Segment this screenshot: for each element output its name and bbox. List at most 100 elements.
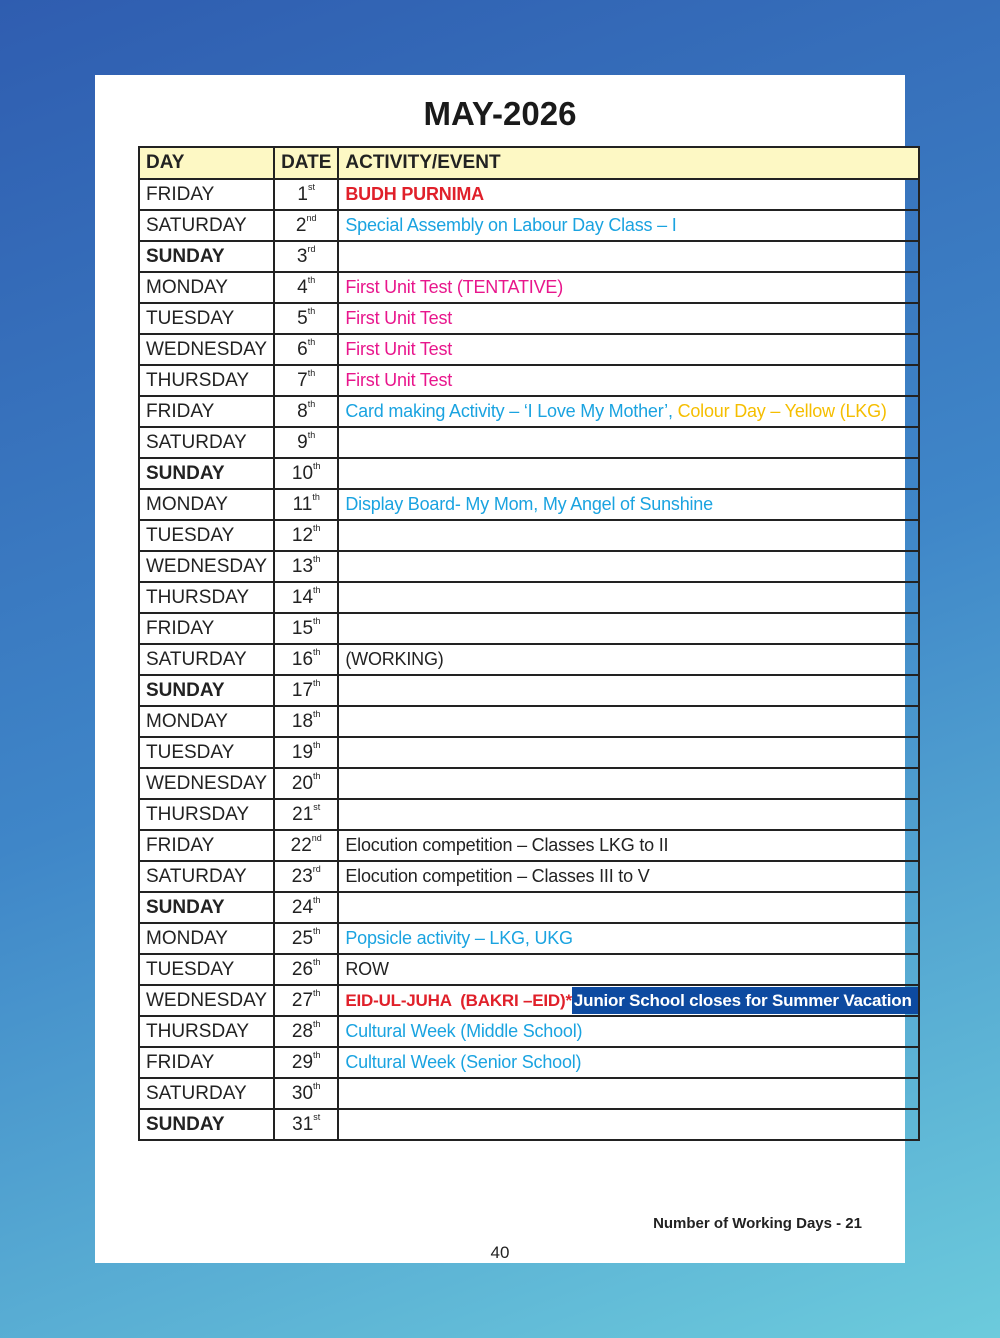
header-activity: ACTIVITY/EVENT [337,146,920,180]
date-number: 21 [292,803,314,825]
activity-cell: BUDH PURNIMA [337,178,920,211]
date-cell: 12th [273,519,340,552]
table-row: WEDNESDAY 6th First Unit Test [137,333,920,366]
day-cell: SUNDAY [137,891,276,924]
date-number: 17 [291,679,314,701]
table-row: FRIDAY 29th Cultural Week (Senior School) [137,1046,920,1079]
activity-cell: ROW [337,953,920,986]
table-row: TUESDAY 26th ROW [137,953,920,986]
activity-cell [337,736,920,769]
table-row: SUNDAY 31st [137,1108,920,1141]
activity-text: First Unit Test (TENTATIVE) [345,277,563,297]
date-cell: 15th [273,612,340,645]
day-cell: THURSDAY [137,798,276,831]
header-day: DAY [137,146,276,180]
activity-cell: First Unit Test [337,364,920,397]
date-number: 23 [291,865,313,887]
table-row: THURSDAY 14th [137,581,920,614]
table-row: WEDNESDAY 13th [137,550,920,583]
day-cell: TUESDAY [137,519,276,552]
table-row: FRIDAY 8th Card making Activity – ‘I Love … [137,395,920,428]
date-suffix: th [313,739,321,750]
date-number: 15 [291,617,314,639]
date-suffix: rd [307,243,316,254]
date-cell: 18th [273,705,340,738]
day-cell: FRIDAY [137,1046,276,1079]
date-number: 22 [290,834,312,856]
activity-cell: Cultural Week (Middle School) [337,1015,920,1048]
day-cell: WEDNESDAY [137,984,276,1017]
table-row: THURSDAY 28th Cultural Week (Middle School… [137,1015,920,1048]
date-suffix: th [307,429,316,440]
date-cell: 5th [273,302,340,335]
day-cell: SATURDAY [137,426,276,459]
activity-cell: First Unit Test [337,333,920,366]
date-number: 29 [291,1051,314,1073]
date-cell: 28th [273,1015,340,1048]
activity-cell: (WORKING) [337,643,920,676]
date-number: 27 [291,989,314,1011]
day-cell: MONDAY [137,271,276,304]
date-cell: 22nd [273,829,340,862]
activity-cell [337,798,920,831]
date-number: 30 [291,1082,314,1104]
activity-cell [337,705,920,738]
activity-cell [337,1108,920,1141]
table-row: MONDAY 4th First Unit Test (TENTATIVE) [137,271,920,304]
table-row: THURSDAY 21st [137,798,920,831]
activity-text: Display Board- My Mom, My Angel of Sunsh… [345,494,713,514]
table-row: FRIDAY 15th [137,612,920,645]
date-number: 20 [291,772,314,794]
table-row: MONDAY 18th [137,705,920,738]
date-suffix: nd [311,832,322,843]
table-row: WEDNESDAY 27th EID-UL-JUHA (BAKRI –EID)* Ju… [137,984,920,1017]
activity-text: First Unit Test [345,339,453,359]
date-cell: 25th [273,922,340,955]
day-cell: THURSDAY [137,581,276,614]
date-cell: 1st [273,178,340,211]
table-row: SUNDAY 24th [137,891,920,924]
date-number: 13 [291,555,314,577]
date-cell: 17th [273,674,340,707]
date-number: 6 [297,338,308,360]
date-cell: 3rd [273,240,340,273]
date-number: 8 [297,400,308,422]
day-cell: TUESDAY [137,736,276,769]
header-date: DATE [273,146,340,180]
day-cell: FRIDAY [137,178,276,211]
table-row: SUNDAY 3rd [137,240,920,273]
activity-text: Cultural Week (Senior School) [345,1052,582,1072]
date-cell: 8th [273,395,340,428]
day-cell: SUNDAY [137,457,276,490]
activity-text: Colour Day – Yellow (LKG) [677,401,887,421]
date-number: 16 [291,648,314,670]
activity-cell [337,767,920,800]
date-number: 7 [297,369,308,391]
date-number: 2 [295,214,307,236]
date-cell: 30th [273,1077,340,1110]
date-suffix: rd [312,863,321,874]
date-suffix: th [307,336,316,347]
day-cell: TUESDAY [137,302,276,335]
date-cell: 24th [273,891,340,924]
date-suffix: th [307,367,316,378]
date-number: 9 [297,431,308,453]
date-number: 11 [292,493,313,515]
activity-cell: First Unit Test (TENTATIVE) [337,271,920,304]
activity-text: Elocution competition – Classes III to V [345,866,650,886]
table-row: SATURDAY 9th [137,426,920,459]
day-cell: WEDNESDAY [137,333,276,366]
activity-cell [337,426,920,459]
day-cell: SUNDAY [137,1108,276,1141]
date-number: 28 [291,1020,314,1042]
date-suffix: st [313,1111,321,1122]
day-cell: SUNDAY [137,240,276,273]
activity-cell [337,891,920,924]
activity-text: Card making Activity – ‘I Love My Mother… [345,401,678,421]
day-cell: SATURDAY [137,860,276,893]
date-suffix: th [313,708,321,719]
working-days-count: Number of Working Days - 21 [653,1215,862,1232]
activity-text: First Unit Test [345,370,453,390]
table-body: FRIDAY 1st BUDH PURNIMA SATURDAY 2nd Special … [137,178,920,1141]
day-cell: SATURDAY [137,1077,276,1110]
